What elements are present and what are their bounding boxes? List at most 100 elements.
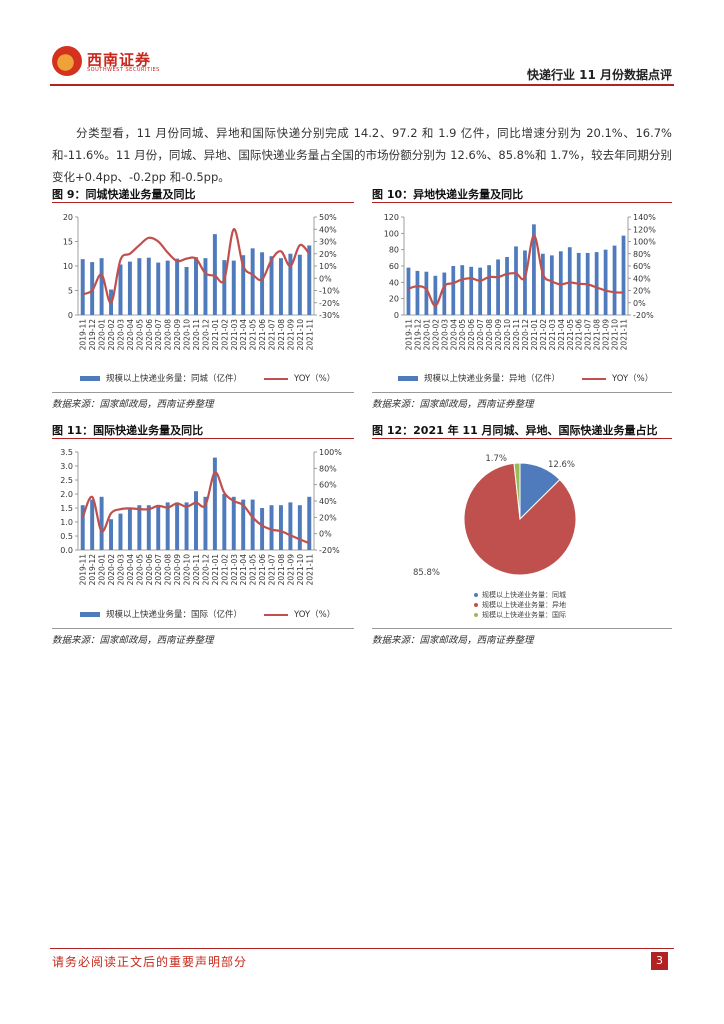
bar [406, 267, 411, 315]
x-tick-label: 2021-10 [296, 554, 305, 586]
fig12-legend-local: 规模以上快递业务量：同城 [482, 591, 566, 599]
x-tick-label: 2021-07 [268, 319, 277, 351]
x-tick-label: 2020-12 [201, 319, 210, 351]
bar [594, 252, 599, 315]
x-tick-label: 2021-11 [305, 554, 314, 586]
body-paragraph: 分类型看，11 月份同城、异地和国际快递分别完成 14.2、97.2 和 1.9… [52, 126, 672, 184]
bar [137, 258, 142, 315]
tick-label-left: 0.5 [60, 532, 73, 541]
tick-label-left: 80 [389, 246, 399, 255]
fig10-source: 数据来源：国家邮政局，西南证券整理 [372, 399, 534, 410]
fig9-title: 图 9：同城快递业务量及同比 [52, 188, 196, 201]
footer-divider [50, 948, 674, 949]
bar [231, 496, 236, 550]
fig9-source: 数据来源：国家邮政局，西南证券整理 [52, 399, 214, 410]
x-tick-label: 2021-07 [584, 319, 593, 351]
x-tick-label: 2020-10 [503, 319, 512, 351]
x-tick-label: 2020-11 [192, 554, 201, 586]
x-tick-label: 2020-02 [107, 319, 116, 351]
bar [118, 264, 123, 315]
bar [127, 261, 132, 315]
x-tick-label: 2020-09 [494, 319, 503, 351]
x-tick-label: 2020-11 [512, 319, 521, 351]
legend-line-swatch [582, 377, 607, 380]
tick-label-right: 40% [633, 274, 651, 283]
bar [540, 253, 545, 315]
tick-label-right: 30% [319, 238, 337, 247]
tick-label-left: 20 [63, 213, 73, 222]
x-tick-label: 2020-08 [164, 319, 173, 351]
fig12-legend-remote: 规模以上快递业务量：异地 [482, 601, 566, 609]
fig10-legend-bar: 规模以上快递业务量：异地（亿件） [424, 374, 561, 384]
bar [451, 266, 456, 315]
tick-label-left: 15 [63, 238, 73, 247]
legend-bar-swatch [398, 376, 418, 381]
fig12-source: 数据来源：国家邮政局，西南证券整理 [372, 635, 534, 646]
bar [433, 275, 438, 315]
logo-subtitle: SOUTHWEST SECURITIES [87, 67, 160, 73]
bar [496, 259, 500, 315]
bar [212, 457, 217, 550]
header-divider [50, 84, 674, 86]
x-tick-label: 2021-06 [575, 319, 584, 351]
bar [288, 502, 293, 550]
tick-label-right: 40% [319, 497, 337, 506]
x-tick-label: 2020-03 [440, 319, 449, 351]
bar [250, 499, 255, 550]
tick-label-left: 2.5 [60, 476, 73, 485]
bar [194, 491, 198, 550]
tick-label-right: 20% [633, 287, 651, 296]
tick-label-left: 2.0 [60, 490, 73, 499]
x-tick-label: 2021-09 [286, 319, 295, 351]
legend-bar-swatch [80, 376, 100, 381]
tick-label-right: 20% [319, 513, 337, 522]
x-tick-label: 2020-07 [476, 319, 485, 351]
tick-label-right: 10% [319, 262, 337, 271]
fig12-legend: 规模以上快递业务量：同城 规模以上快递业务量：异地 规模以上快递业务量：国际 [474, 590, 566, 620]
x-tick-label: 2021-08 [277, 319, 286, 351]
tick-label-right: 100% [633, 238, 656, 247]
tick-label-left: 20 [389, 295, 399, 304]
tick-label-left: 40 [389, 278, 399, 287]
x-tick-label: 2020-01 [98, 554, 107, 586]
tick-label-right: 0% [319, 274, 332, 283]
x-tick-label: 2020-06 [145, 319, 154, 351]
fig11-legend: 规模以上快递业务量：国际（亿件） YOY（%） [80, 608, 335, 620]
tick-label-left: 3.0 [60, 462, 73, 471]
bar [194, 257, 198, 315]
x-tick-label: 2020-10 [183, 319, 192, 351]
x-tick-label: 2019-12 [413, 319, 422, 351]
bar [231, 260, 236, 315]
fig12-bottom-rule [372, 628, 672, 629]
yoy-line [408, 234, 624, 307]
bar [241, 499, 246, 550]
x-tick-label: 2020-07 [154, 554, 163, 586]
bar [415, 270, 420, 315]
x-tick-label: 2020-07 [154, 319, 163, 351]
bar [222, 260, 227, 315]
x-tick-label: 2021-08 [593, 319, 602, 351]
x-tick-label: 2020-06 [467, 319, 476, 351]
x-tick-label: 2021-09 [602, 319, 611, 351]
bar [612, 245, 617, 315]
fig9-title-rule [52, 202, 354, 203]
x-tick-label: 2021-09 [286, 554, 295, 586]
legend-line-swatch [264, 377, 289, 380]
bar [532, 224, 536, 315]
bar [184, 502, 189, 550]
x-tick-label: 2020-01 [422, 319, 431, 351]
tick-label-left: 1.0 [60, 518, 73, 527]
x-tick-label: 2020-04 [126, 554, 135, 586]
bar [241, 255, 246, 315]
x-tick-label: 2020-04 [126, 319, 135, 351]
bar [549, 255, 554, 315]
tick-label-left: 3.5 [60, 448, 73, 457]
fig11-legend-bar: 规模以上快递业务量：国际（亿件） [106, 610, 243, 620]
tick-label-right: -30% [319, 311, 340, 320]
x-tick-label: 2021-01 [211, 319, 220, 351]
tick-label-right: 50% [319, 213, 337, 222]
bar [222, 494, 227, 550]
tick-label-right: -10% [319, 287, 340, 296]
bar [478, 267, 483, 315]
x-tick-label: 2021-07 [268, 554, 277, 586]
